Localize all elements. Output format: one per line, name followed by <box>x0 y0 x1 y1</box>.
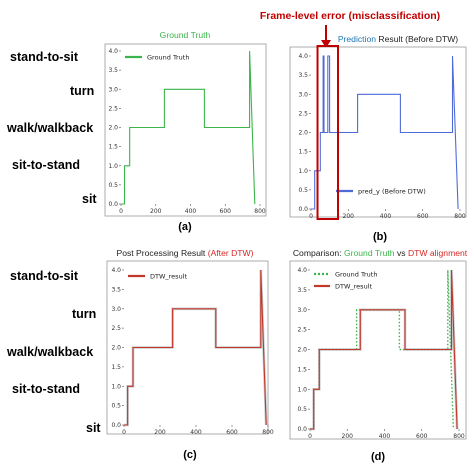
series-line <box>310 269 458 430</box>
y-tick-label: 3.5 <box>297 287 307 294</box>
chart-title: Comparison: Ground Truth vs DTW alignmen… <box>293 248 468 258</box>
y-tick-label: 0.5 <box>108 182 118 189</box>
category-label: turn <box>70 84 94 98</box>
category-label: walk/walkback <box>6 345 93 359</box>
y-tick-label: 2.0 <box>108 125 118 132</box>
y-tick-label: 0.0 <box>298 206 308 213</box>
y-tick-label: 3.0 <box>111 306 121 313</box>
category-label: walk/walkback <box>6 121 93 135</box>
error-highlight-box <box>316 45 340 220</box>
x-tick-label: 200 <box>342 433 354 440</box>
legend-label: Ground Truth <box>335 270 377 278</box>
x-tick-label: 200 <box>154 429 166 436</box>
x-tick-label: 400 <box>379 433 391 440</box>
y-tick-label: 1.5 <box>298 149 308 156</box>
chart-panels: Ground Truth 0.0 0.5 1.0 1.5 2.0 2.5 3.0 3.5 4.0 0… <box>104 30 468 463</box>
annotation-arrowhead <box>321 40 331 48</box>
legend-label: DTW_result <box>335 282 372 290</box>
y-tick-label: 1.5 <box>108 144 118 151</box>
series-line <box>124 269 267 426</box>
y-tick-label: 0.5 <box>298 187 308 194</box>
chart-title: Ground Truth <box>160 30 211 40</box>
x-tick-label: 400 <box>380 213 392 220</box>
chart-panel-b: Prediction Result (Before DTW) 0.0 0.5 1.0 1… <box>289 34 467 243</box>
y-tick-label: 1.0 <box>297 386 307 393</box>
y-tick-label: 4.0 <box>111 267 121 274</box>
x-tick-label: 200 <box>150 208 162 215</box>
y-tick-label: 4.0 <box>108 48 118 55</box>
y-tick-label: 2.5 <box>111 325 121 332</box>
y-tick-label: 3.5 <box>108 67 118 74</box>
panel-caption: (b) <box>373 231 387 243</box>
y-tick-label: 2.0 <box>297 347 307 354</box>
y-tick-label: 2.5 <box>298 110 308 117</box>
y-tick-label: 2.0 <box>298 130 308 137</box>
legend-label: pred_y (Before DTW) <box>358 187 426 195</box>
y-tick-label: 0.0 <box>108 201 118 208</box>
y-tick-label: 2.5 <box>108 105 118 112</box>
y-tick-label: 0.0 <box>111 422 121 429</box>
x-tick-label: 600 <box>220 208 232 215</box>
panel-caption: (d) <box>371 451 385 463</box>
category-label: sit-to-stand <box>12 382 80 396</box>
x-tick-label: 600 <box>416 433 428 440</box>
legend-label: DTW_result <box>150 272 187 280</box>
category-label: sit-to-stand <box>12 158 80 172</box>
category-labels-bottom: stand-to-sit turn walk/walkback sit-to-s… <box>6 269 101 435</box>
y-tick-label: 3.5 <box>298 72 308 79</box>
chart-panel-a: Ground Truth 0.0 0.5 1.0 1.5 2.0 2.5 3.0 3.5 4.0 0… <box>104 30 267 233</box>
plot-frame <box>104 43 267 217</box>
y-tick-label: 1.0 <box>111 383 121 390</box>
frame-error-annotation: Frame-level error (misclassification) <box>260 10 440 22</box>
y-tick-label: 3.0 <box>298 91 308 98</box>
x-tick-label: 400 <box>190 429 202 436</box>
chart-panel-d: Comparison: Ground Truth vs DTW alignmen… <box>289 248 468 463</box>
y-tick-label: 3.0 <box>297 307 307 314</box>
x-tick-label: 600 <box>226 429 238 436</box>
panel-caption: (c) <box>183 449 197 461</box>
y-tick-label: 2.0 <box>111 345 121 352</box>
chart-title: Prediction Result (Before DTW) <box>338 34 458 44</box>
series-line <box>311 55 459 210</box>
y-tick-label: 3.0 <box>108 86 118 93</box>
x-tick-label: 400 <box>185 208 197 215</box>
chart-title: Post Processing Result (After DTW) <box>116 248 253 258</box>
category-label: turn <box>72 307 96 321</box>
category-label: stand-to-sit <box>10 50 79 64</box>
x-tick-label: 0 <box>119 208 123 215</box>
x-tick-label: 0 <box>122 429 126 436</box>
series-line <box>121 50 256 205</box>
y-tick-label: 1.5 <box>111 364 121 371</box>
chart-panel-c: Post Processing Result (After DTW) 0.0 0.5… <box>106 248 274 461</box>
x-tick-label: 200 <box>343 213 355 220</box>
y-tick-label: 1.5 <box>297 366 307 373</box>
category-label: sit <box>82 192 97 206</box>
y-tick-label: 4.0 <box>298 53 308 60</box>
x-tick-label: 800 <box>454 213 466 220</box>
x-tick-label: 800 <box>254 208 266 215</box>
x-tick-label: 800 <box>262 429 274 436</box>
y-tick-label: 0.5 <box>297 406 307 413</box>
y-tick-label: 2.5 <box>297 327 307 334</box>
y-tick-label: 3.5 <box>111 286 121 293</box>
legend-label: Ground Truth <box>147 53 189 61</box>
category-label: stand-to-sit <box>10 269 79 283</box>
x-tick-label: 800 <box>453 433 465 440</box>
category-label: sit <box>86 421 101 435</box>
y-tick-label: 0.5 <box>111 403 121 410</box>
x-tick-label: 0 <box>309 213 313 220</box>
x-tick-label: 0 <box>308 433 312 440</box>
category-labels-top: stand-to-sit turn walk/walkback sit-to-s… <box>6 50 97 206</box>
y-tick-label: 1.0 <box>108 163 118 170</box>
x-tick-label: 600 <box>417 213 429 220</box>
panel-caption: (a) <box>178 221 192 233</box>
y-tick-label: 0.0 <box>297 426 307 433</box>
y-tick-label: 1.0 <box>298 168 308 175</box>
y-tick-label: 4.0 <box>297 267 307 274</box>
